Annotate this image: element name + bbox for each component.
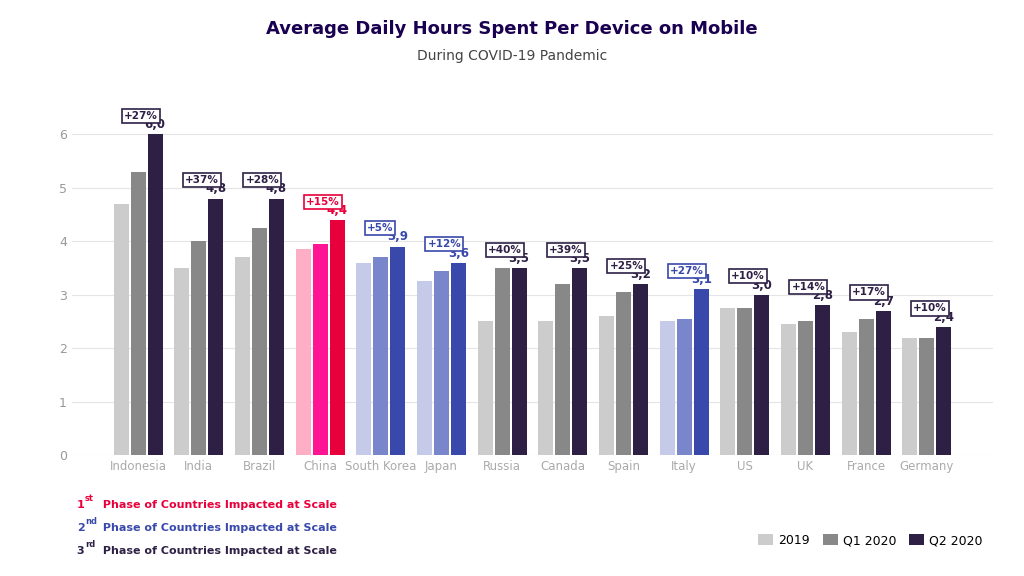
Text: 6,0: 6,0 xyxy=(144,118,166,131)
Text: 3,5: 3,5 xyxy=(569,252,590,265)
Bar xyxy=(330,220,345,455)
Bar xyxy=(659,321,675,455)
Bar xyxy=(174,268,189,455)
Bar xyxy=(677,319,692,455)
Bar xyxy=(512,268,526,455)
Text: +37%: +37% xyxy=(185,175,219,185)
Text: +10%: +10% xyxy=(731,271,765,282)
Text: 3,5: 3,5 xyxy=(509,252,529,265)
Text: +10%: +10% xyxy=(912,304,946,313)
Text: +28%: +28% xyxy=(246,175,280,185)
Text: Phase of Countries Impacted at Scale: Phase of Countries Impacted at Scale xyxy=(99,523,337,533)
Text: +12%: +12% xyxy=(428,240,461,249)
Bar xyxy=(147,134,163,455)
Bar xyxy=(572,268,588,455)
Text: +15%: +15% xyxy=(306,196,340,207)
Text: 2,7: 2,7 xyxy=(872,294,894,308)
Text: +5%: +5% xyxy=(367,223,393,233)
Text: +25%: +25% xyxy=(609,261,643,271)
Text: +27%: +27% xyxy=(670,266,705,276)
Text: 4,8: 4,8 xyxy=(205,183,226,195)
Text: Average Daily Hours Spent Per Device on Mobile: Average Daily Hours Spent Per Device on … xyxy=(266,20,758,38)
Text: 3,0: 3,0 xyxy=(752,279,772,291)
Bar xyxy=(477,321,493,455)
Text: +39%: +39% xyxy=(549,245,583,255)
Bar xyxy=(902,338,918,455)
Text: 3,9: 3,9 xyxy=(387,230,409,244)
Bar xyxy=(114,204,129,455)
Text: Phase of Countries Impacted at Scale: Phase of Countries Impacted at Scale xyxy=(99,546,337,556)
Text: 3,1: 3,1 xyxy=(691,273,712,286)
Bar xyxy=(373,257,388,455)
Text: 1: 1 xyxy=(77,500,85,510)
Bar xyxy=(130,172,145,455)
Text: Phase of Countries Impacted at Scale: Phase of Countries Impacted at Scale xyxy=(99,500,337,510)
Bar xyxy=(615,292,631,455)
Text: st: st xyxy=(85,494,94,503)
Text: During COVID-19 Pandemic: During COVID-19 Pandemic xyxy=(417,49,607,63)
Bar xyxy=(296,249,310,455)
Text: 3,6: 3,6 xyxy=(447,247,469,260)
Text: +17%: +17% xyxy=(852,287,886,297)
Text: +40%: +40% xyxy=(488,245,522,255)
Text: 4,8: 4,8 xyxy=(266,183,287,195)
Bar xyxy=(252,228,267,455)
Bar xyxy=(269,199,284,455)
Bar xyxy=(737,308,753,455)
Bar xyxy=(417,282,432,455)
Bar xyxy=(798,321,813,455)
Text: nd: nd xyxy=(85,517,97,526)
Bar xyxy=(191,241,207,455)
Bar xyxy=(936,327,951,455)
Text: +14%: +14% xyxy=(792,282,825,292)
Bar xyxy=(234,257,250,455)
Bar xyxy=(920,338,935,455)
Bar xyxy=(356,263,372,455)
Text: 2,4: 2,4 xyxy=(933,310,954,324)
Bar xyxy=(693,289,709,455)
Bar xyxy=(842,332,857,455)
Bar xyxy=(876,311,891,455)
Bar xyxy=(555,284,570,455)
Bar xyxy=(858,319,873,455)
Text: 4,4: 4,4 xyxy=(327,204,348,217)
Text: 3: 3 xyxy=(77,546,84,556)
Bar xyxy=(312,244,328,455)
Bar xyxy=(208,199,223,455)
Text: rd: rd xyxy=(85,540,95,549)
Bar xyxy=(815,305,830,455)
Bar xyxy=(434,271,450,455)
Bar xyxy=(390,247,406,455)
Legend: 2019, Q1 2020, Q2 2020: 2019, Q1 2020, Q2 2020 xyxy=(754,529,987,552)
Bar xyxy=(633,284,648,455)
Text: +27%: +27% xyxy=(124,111,158,121)
Bar xyxy=(755,295,769,455)
Text: 3,2: 3,2 xyxy=(630,268,651,281)
Bar xyxy=(451,263,466,455)
Text: 2: 2 xyxy=(77,523,85,533)
Bar xyxy=(495,268,510,455)
Bar xyxy=(781,324,796,455)
Bar xyxy=(720,308,735,455)
Text: 2,8: 2,8 xyxy=(812,289,833,302)
Bar xyxy=(539,321,553,455)
Bar xyxy=(599,316,614,455)
